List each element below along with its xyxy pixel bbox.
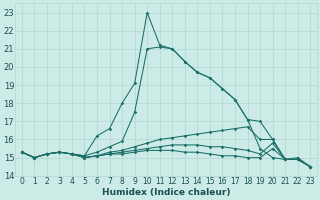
X-axis label: Humidex (Indice chaleur): Humidex (Indice chaleur) [102,188,230,197]
